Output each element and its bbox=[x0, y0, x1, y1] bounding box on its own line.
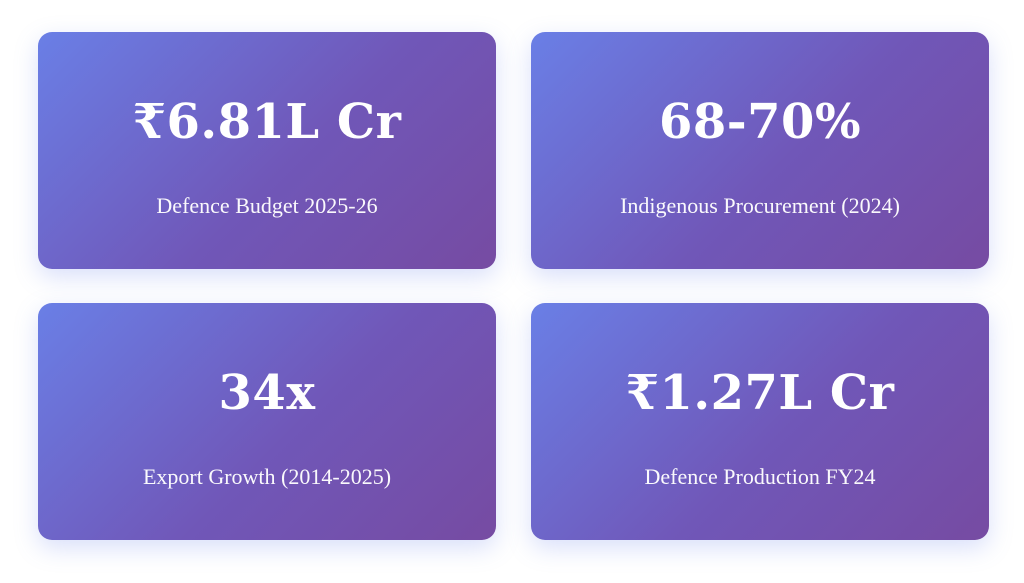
stat-value: ₹6.81L Cr bbox=[132, 94, 402, 150]
stat-label: Defence Production FY24 bbox=[644, 464, 876, 489]
stat-card-indigenous-procurement: 68-70% Indigenous Procurement (2024) bbox=[531, 32, 989, 269]
stat-label: Defence Budget 2025-26 bbox=[156, 193, 378, 218]
stat-label: Indigenous Procurement (2024) bbox=[620, 193, 900, 218]
stat-value: 68-70% bbox=[658, 94, 862, 150]
stat-value: 34x bbox=[218, 365, 316, 421]
stat-label: Export Growth (2014-2025) bbox=[142, 464, 392, 489]
stat-card-defence-production: ₹1.27L Cr Defence Production FY24 bbox=[531, 303, 989, 540]
stat-value: ₹1.27L Cr bbox=[625, 365, 895, 421]
stat-card-export-growth: 34x Export Growth (2014-2025) bbox=[38, 303, 496, 540]
stat-card-defence-budget: ₹6.81L Cr Defence Budget 2025-26 bbox=[38, 32, 496, 269]
